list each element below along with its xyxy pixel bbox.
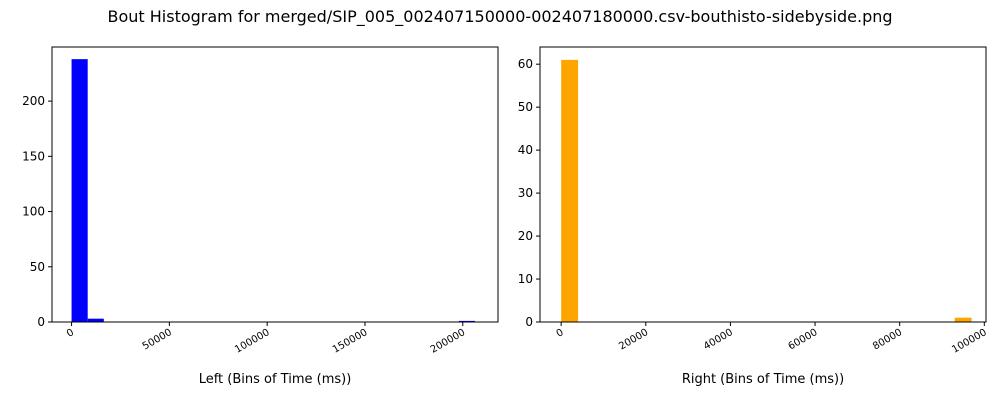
left-ytick-label-3: 150 xyxy=(22,149,45,163)
right-ytick-label-3: 30 xyxy=(518,186,533,200)
right-xtick-label-4: 80000 xyxy=(871,327,904,352)
left-histogram-panel: 0 50 100 150 200 0 50000 100000 150000 200000 Left… xyxy=(22,46,499,387)
right-xaxis-label: Right (Bins of Time (ms)) xyxy=(682,372,844,387)
right-xtick-label-3: 60000 xyxy=(786,327,819,352)
left-bar-0 xyxy=(71,59,88,323)
left-ytick-label-2: 100 xyxy=(22,205,45,219)
figure-title: Bout Histogram for merged/SIP_005_002407… xyxy=(107,7,892,27)
left-ytick-label-0: 0 xyxy=(37,315,45,329)
right-bar-0 xyxy=(561,59,579,322)
right-ytick-label-1: 10 xyxy=(518,272,533,286)
right-xtick-label-0: 0 xyxy=(555,327,566,340)
left-ytick-label-4: 200 xyxy=(22,94,45,108)
right-ytick-label-6: 60 xyxy=(518,57,533,71)
left-xtick-label-0: 0 xyxy=(65,327,76,340)
left-axes-frame xyxy=(51,46,499,323)
left-xtick-label-3: 150000 xyxy=(331,327,370,356)
right-axes-frame xyxy=(539,46,987,323)
right-ytick-label-5: 50 xyxy=(518,100,533,114)
right-histogram-panel: 0 10 20 30 40 50 60 0 20000 40000 60000 80000 100000… xyxy=(518,46,989,387)
left-xtick-label-1: 50000 xyxy=(141,327,174,352)
right-ytick-label-2: 20 xyxy=(518,229,533,243)
right-ytick-label-4: 40 xyxy=(518,143,533,157)
left-ytick-label-1: 50 xyxy=(30,260,45,274)
left-xaxis-label: Left (Bins of Time (ms)) xyxy=(199,372,352,387)
right-xtick-label-5: 100000 xyxy=(950,327,989,356)
left-bar-1 xyxy=(87,318,104,322)
right-ytick-label-0: 0 xyxy=(525,315,533,329)
left-bar-2 xyxy=(458,320,476,322)
right-xtick-label-1: 20000 xyxy=(617,327,650,352)
right-bar-1 xyxy=(954,317,972,322)
right-xtick-label-2: 40000 xyxy=(702,327,735,352)
left-xtick-label-4: 200000 xyxy=(429,327,468,356)
left-xtick-label-2: 100000 xyxy=(233,327,272,356)
